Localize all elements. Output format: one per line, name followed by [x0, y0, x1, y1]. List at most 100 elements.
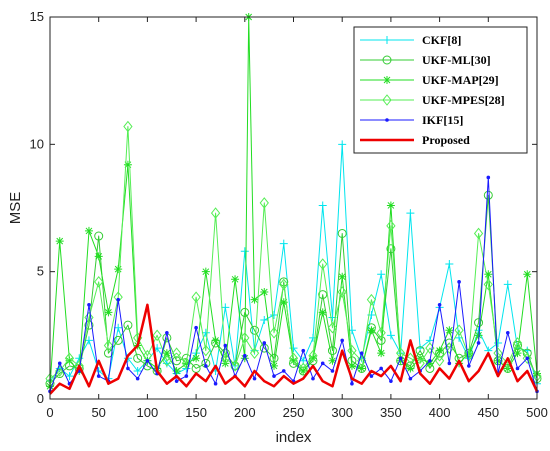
data-point [318, 290, 328, 300]
data-point [281, 369, 286, 373]
data-point [240, 332, 250, 344]
data-point [204, 364, 208, 368]
data-point [515, 366, 520, 371]
data-point [201, 267, 210, 276]
data-point [221, 303, 230, 312]
legend-box [353, 26, 528, 154]
data-point [114, 265, 123, 274]
data-point [145, 359, 150, 363]
data-point [513, 349, 522, 358]
data-point [338, 272, 347, 281]
data-point [523, 270, 532, 279]
data-point [152, 329, 162, 342]
data-point [318, 308, 327, 317]
data-point [503, 280, 512, 289]
series-5 [49, 303, 539, 395]
data-point [260, 316, 269, 325]
data-point [464, 349, 474, 362]
data-point [386, 201, 395, 210]
data-point [162, 349, 171, 358]
data-point [298, 362, 308, 375]
data-point [259, 197, 269, 209]
data-point [96, 374, 101, 378]
legend-label: UKF-MPES[28] [422, 93, 505, 107]
data-point [133, 353, 143, 363]
data-point [123, 160, 132, 169]
data-point [288, 352, 299, 365]
data-point [299, 366, 308, 375]
series-line [49, 126, 538, 379]
data-point [230, 360, 240, 372]
data-point [269, 326, 279, 339]
data-point [357, 364, 366, 373]
data-point [494, 338, 503, 347]
data-point [194, 325, 198, 330]
data-point [172, 366, 181, 375]
data-point [505, 330, 510, 335]
data-point [337, 286, 347, 298]
data-point [126, 366, 130, 371]
x-tick-label: 350 [380, 405, 402, 420]
data-point [184, 374, 189, 378]
data-point [328, 356, 337, 365]
x-tick-label: 500 [526, 405, 548, 420]
data-point [379, 366, 383, 371]
legend-marker [383, 76, 391, 84]
data-point [350, 381, 354, 386]
y-tick-label: 10 [30, 136, 44, 151]
data-point [279, 278, 289, 291]
data-point [308, 349, 318, 362]
data-point [366, 293, 377, 306]
legend: CKF[8] UKF-ML[30] UKF-MAP[29] UKF-MPES[28] I… [353, 26, 528, 154]
data-point [318, 258, 328, 270]
data-point [94, 252, 103, 261]
y-tick-label: 5 [37, 264, 44, 279]
data-point [94, 231, 104, 241]
data-point [272, 374, 276, 378]
data-point [252, 376, 257, 381]
legend-label: IKF[15] [422, 113, 463, 127]
data-point [243, 353, 247, 358]
data-point [133, 366, 142, 375]
data-point [386, 220, 396, 232]
data-point [377, 270, 386, 279]
data-point [116, 297, 120, 302]
data-point [165, 330, 169, 335]
data-point [486, 175, 491, 180]
data-point [320, 361, 325, 366]
data-point [494, 356, 503, 365]
data-point [330, 369, 335, 373]
data-point [318, 201, 327, 210]
data-point [103, 339, 114, 352]
data-point [308, 354, 317, 363]
data-point [493, 347, 503, 359]
data-point [201, 328, 210, 337]
data-point [389, 379, 393, 383]
data-point [386, 331, 395, 340]
data-point [434, 354, 445, 367]
x-axis-label: index [276, 429, 312, 446]
series-4 [48, 175, 539, 394]
x-tick-label: 200 [234, 405, 256, 420]
data-point [289, 356, 298, 365]
data-point [445, 260, 454, 269]
x-tick-label: 100 [137, 405, 159, 420]
data-point [308, 333, 317, 342]
data-point [338, 140, 347, 149]
x-tick-label: 0 [46, 405, 53, 420]
data-point [64, 352, 75, 365]
data-point [386, 244, 396, 254]
data-point [113, 335, 123, 345]
x-tick-label: 50 [91, 405, 105, 420]
x-tick-label: 150 [185, 405, 207, 420]
data-point [406, 364, 415, 373]
x-tick-label: 450 [477, 405, 499, 420]
series-line [49, 16, 538, 387]
data-point [171, 347, 182, 359]
data-point [396, 356, 405, 365]
data-point [484, 270, 493, 279]
data-point [84, 336, 93, 345]
data-point [84, 226, 93, 235]
legend-label: UKF-ML[30] [422, 53, 491, 67]
data-point [279, 239, 288, 248]
